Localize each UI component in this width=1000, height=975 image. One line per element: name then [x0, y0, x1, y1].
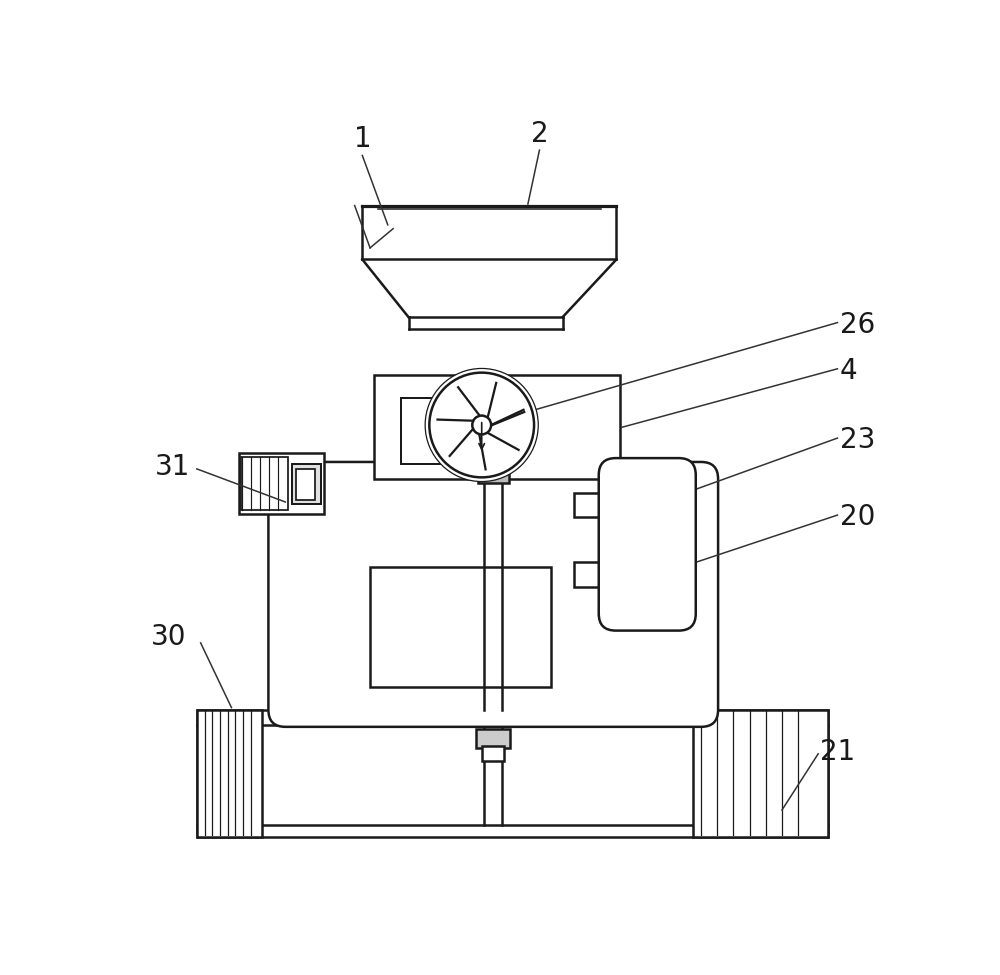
Text: 31: 31 — [154, 453, 190, 482]
Text: 21: 21 — [820, 738, 856, 766]
Text: 4: 4 — [840, 357, 857, 385]
Text: 2: 2 — [531, 120, 548, 148]
Bar — [241, 456, 288, 511]
Bar — [374, 375, 620, 479]
Circle shape — [425, 369, 538, 482]
Bar — [574, 492, 619, 518]
Bar — [370, 567, 551, 686]
Circle shape — [429, 372, 534, 478]
Bar — [292, 464, 321, 504]
Text: 20: 20 — [840, 503, 875, 531]
FancyBboxPatch shape — [268, 462, 718, 726]
Bar — [693, 710, 828, 837]
Text: 26: 26 — [840, 311, 875, 339]
Bar — [197, 710, 262, 837]
Bar — [476, 729, 510, 749]
Bar — [482, 746, 504, 761]
Text: 1: 1 — [354, 125, 371, 153]
FancyBboxPatch shape — [599, 458, 696, 631]
Text: 30: 30 — [151, 623, 186, 650]
Text: 23: 23 — [840, 426, 875, 454]
Bar — [478, 466, 509, 483]
Bar — [574, 562, 619, 587]
Bar — [401, 398, 516, 463]
Bar — [197, 710, 828, 837]
Circle shape — [472, 415, 491, 435]
Bar — [239, 453, 324, 514]
Bar — [296, 469, 315, 500]
